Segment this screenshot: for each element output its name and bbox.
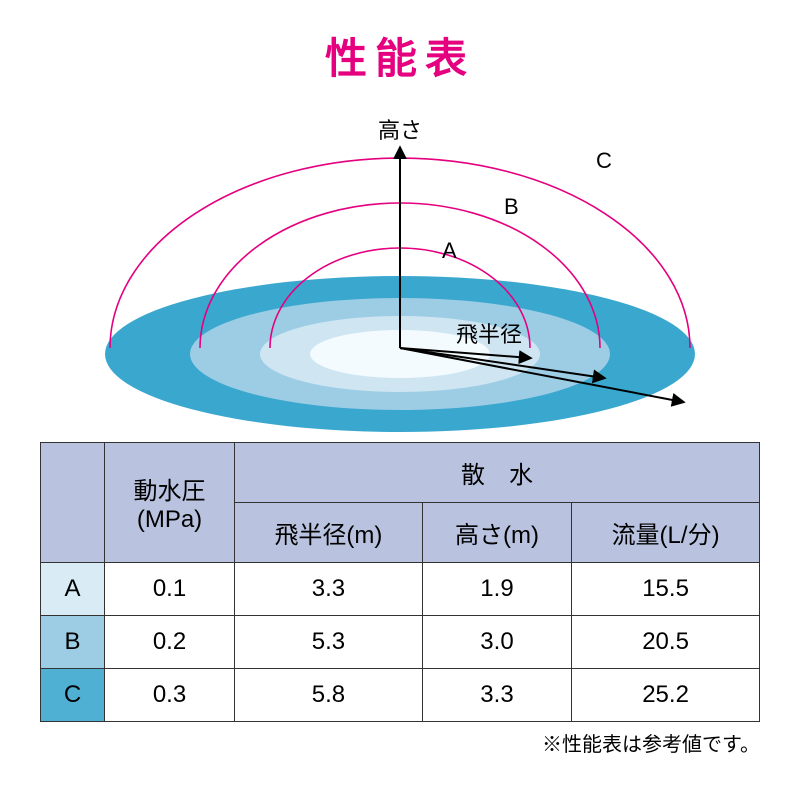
arc-label-b: B <box>504 194 519 219</box>
table-row: B0.25.33.020.5 <box>41 616 760 669</box>
cell-flow: 15.5 <box>572 563 760 616</box>
row-label-c: C <box>41 669 105 722</box>
spray-diagram: A B C 高さ飛半径 <box>80 96 720 436</box>
cell-radius: 5.8 <box>235 669 423 722</box>
performance-table: 動水圧 (MPa)散 水飛半径(m)高さ(m)流量(L/分) A0.13.31.… <box>40 442 760 722</box>
table-row: A0.13.31.915.5 <box>41 563 760 616</box>
cell-flow: 25.2 <box>572 669 760 722</box>
cell-radius: 3.3 <box>235 563 423 616</box>
cell-radius: 5.3 <box>235 616 423 669</box>
cell-pressure: 0.3 <box>105 669 235 722</box>
cell-height: 3.3 <box>422 669 571 722</box>
arc-label-a: A <box>442 238 457 263</box>
th-pressure: 動水圧 (MPa) <box>105 443 235 563</box>
axis-label-radius: 飛半径 <box>456 322 522 347</box>
cell-flow: 20.5 <box>572 616 760 669</box>
row-label-a: A <box>41 563 105 616</box>
axis-label-height: 高さ <box>378 118 422 143</box>
th-spray-group: 散 水 <box>235 443 760 503</box>
table-row: C0.35.83.325.2 <box>41 669 760 722</box>
footnote: ※性能表は参考値です。 <box>40 728 760 757</box>
arc-label-c: C <box>596 148 612 173</box>
cell-pressure: 0.1 <box>105 563 235 616</box>
cell-pressure: 0.2 <box>105 616 235 669</box>
cell-height: 3.0 <box>422 616 571 669</box>
th-blank <box>41 443 105 563</box>
page-title: 性能表 <box>325 25 475 86</box>
row-label-b: B <box>41 616 105 669</box>
th-sub-2: 流量(L/分) <box>572 503 760 563</box>
th-sub-1: 高さ(m) <box>422 503 571 563</box>
cell-height: 1.9 <box>422 563 571 616</box>
th-sub-0: 飛半径(m) <box>235 503 423 563</box>
